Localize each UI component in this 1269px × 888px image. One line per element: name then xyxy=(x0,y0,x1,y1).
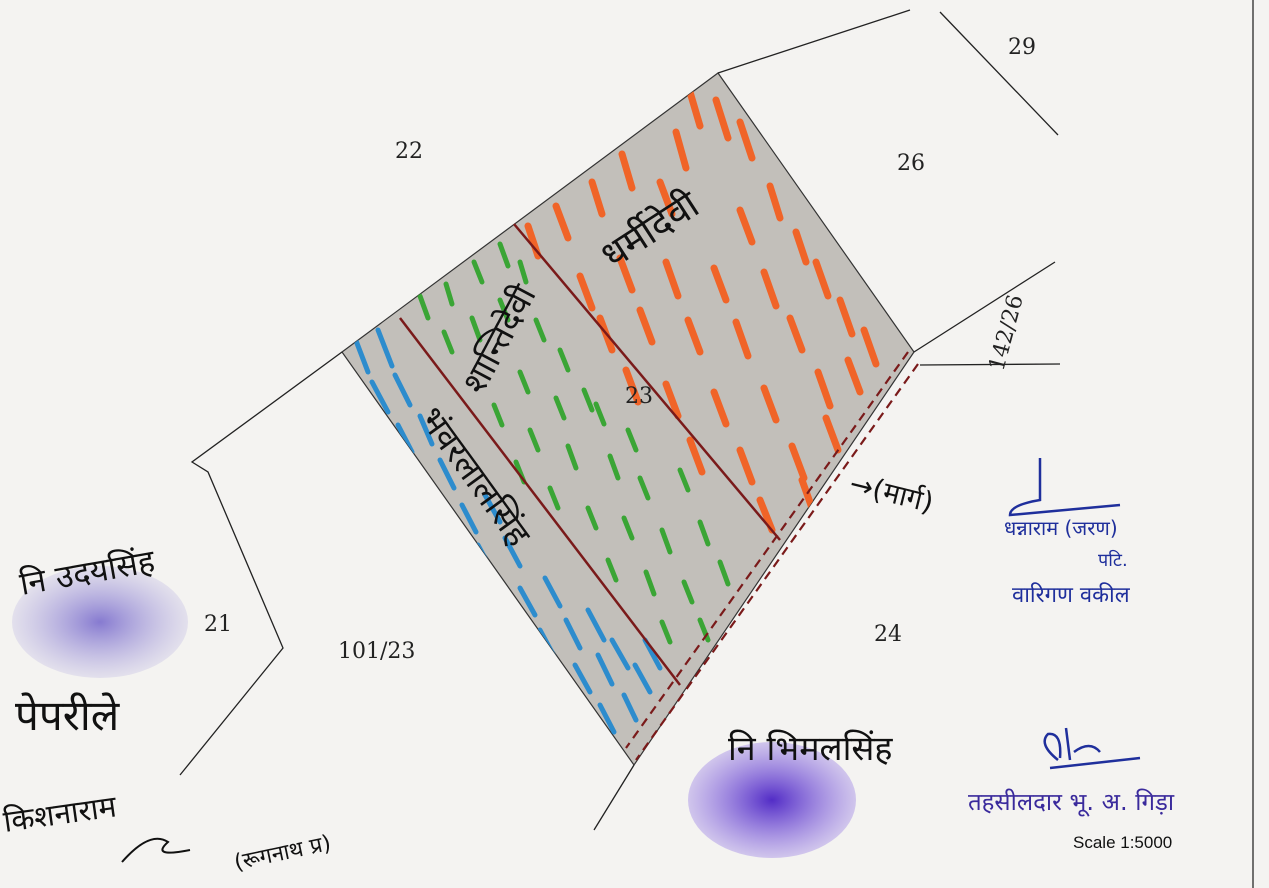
plot-21: 21 xyxy=(204,612,232,637)
signature-kishnaram: किशनाराम xyxy=(1,789,119,840)
path-boundary xyxy=(625,351,919,761)
parcel-23-hatching xyxy=(352,88,880,735)
signature-paprila: पेपरीले xyxy=(15,691,121,740)
plot-142-26: 142/26 xyxy=(985,292,1029,373)
plot-26: 26 xyxy=(897,151,925,176)
plot-101-23: 101/23 xyxy=(338,639,415,664)
plot-22: 22 xyxy=(395,139,423,164)
fingerprint-bottom xyxy=(688,742,856,858)
tehsildar-stamp: तहसीलदार भू. अ. गिड़ा xyxy=(968,788,1175,817)
path-label: →(मार्ग) xyxy=(846,467,937,520)
right-note-2: पटि. xyxy=(1098,549,1128,571)
dharmidevi-strip-marks xyxy=(524,88,880,534)
signature-kishnaram-sub: (रूगनाथ प्र) xyxy=(232,831,333,876)
signature-bhimalsingh: नि भिमलसिंह xyxy=(728,729,893,769)
scale-label: Scale 1:5000 xyxy=(1073,833,1172,852)
surrounding-boundaries xyxy=(179,9,1061,831)
shantidevi-strip-marks xyxy=(417,241,731,645)
right-note-1: धन्नाराम (जरण) xyxy=(1004,516,1118,540)
initials-mark xyxy=(1008,458,1121,517)
fingerprint-left xyxy=(12,566,188,678)
signature-kishnaram-mark xyxy=(121,837,191,863)
plot-29: 29 xyxy=(1008,35,1036,60)
tehsildar-signature-mark xyxy=(1043,727,1141,770)
plot-23: 23 xyxy=(625,384,653,409)
strip-boundaries xyxy=(399,223,781,686)
plot-24: 24 xyxy=(874,622,902,647)
right-note-3: वारिगण वकील xyxy=(1012,582,1131,608)
